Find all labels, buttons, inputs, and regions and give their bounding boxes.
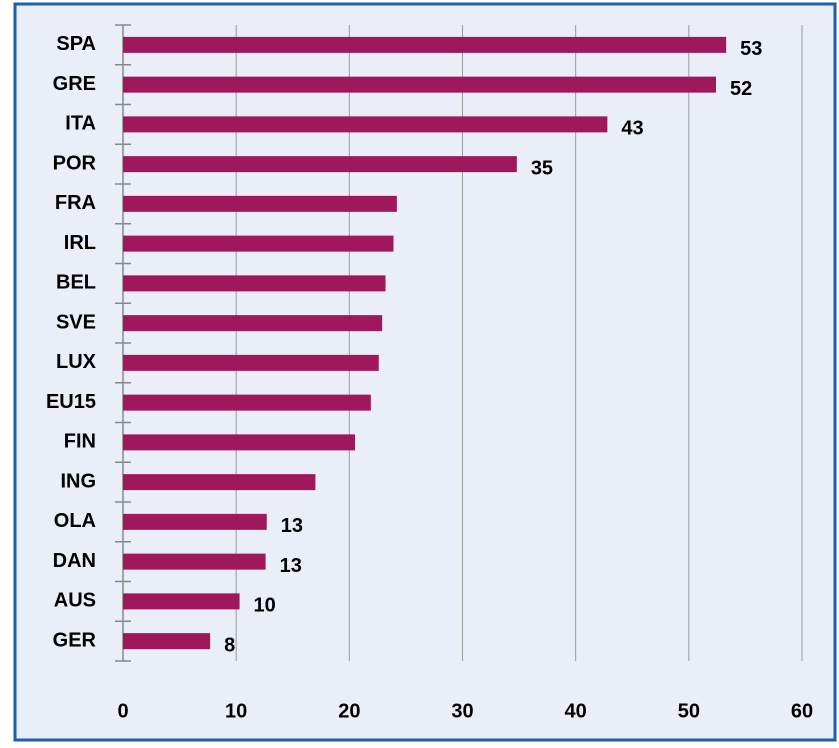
y-tick-label: EU15 [46,391,96,413]
bar [123,275,386,292]
data-label: 13 [280,555,302,577]
bar [123,593,240,610]
bar [123,156,517,173]
bar [123,633,211,650]
y-tick-label: OLA [54,510,96,532]
x-tick-label: 50 [678,700,700,722]
y-tick-label: GRE [53,73,96,95]
y-tick-label: IRL [64,232,96,254]
y-tick-label: ITA [65,113,96,135]
y-tick-label: DAN [53,550,96,572]
bar [123,195,397,212]
data-label: 53 [740,38,762,60]
x-tick-label: 10 [225,700,247,722]
data-label: 13 [281,515,303,537]
y-tick-label: POR [53,152,97,174]
bar [123,553,266,570]
bar [123,513,267,530]
x-tick-label: 20 [338,700,360,722]
bar [123,354,379,371]
bar [123,116,608,133]
y-tick-label: BEL [56,272,96,294]
bar [123,235,394,252]
bar [123,434,355,451]
y-tick-label: SVE [56,311,96,333]
x-tick-label: 40 [565,700,587,722]
x-tick-label: 30 [451,700,473,722]
y-tick-label: FIN [64,431,96,453]
chart-frame [13,2,837,742]
data-label: 52 [730,78,752,100]
y-tick-label: GER [53,629,97,651]
y-tick-label: LUX [56,351,97,373]
data-label: 43 [621,118,643,140]
y-tick-label: SPA [56,33,96,55]
data-label: 8 [224,634,235,656]
y-tick-label: ING [60,470,96,492]
bar [123,394,371,411]
y-tick-label: AUS [54,590,96,612]
x-tick-label: 0 [117,700,128,722]
bar [123,474,316,491]
x-tick-label: 60 [791,700,813,722]
bar [123,76,716,93]
y-tick-label: FRA [55,192,96,214]
bar [123,36,727,53]
data-label: 10 [254,595,276,617]
data-label: 35 [531,157,553,179]
bar [123,315,383,332]
